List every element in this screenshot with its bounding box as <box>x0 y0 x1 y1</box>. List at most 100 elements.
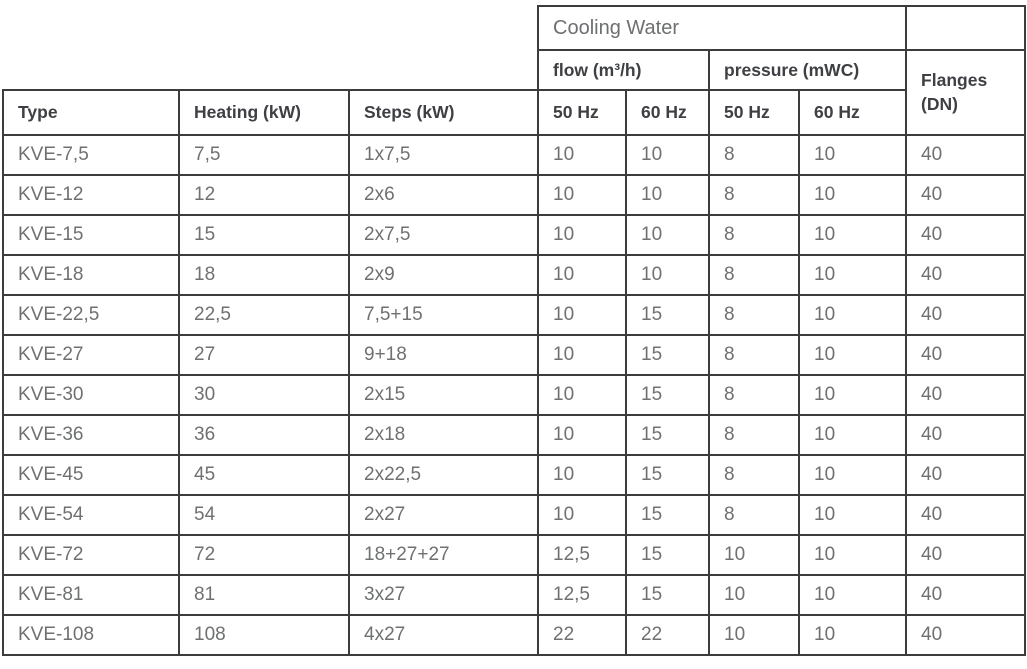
cell-heating_kw: 15 <box>178 214 350 256</box>
cell-flow_60hz: 15 <box>625 294 710 336</box>
cell-pressure_50hz: 8 <box>708 254 800 296</box>
cell-type: KVE-7,5 <box>2 134 180 176</box>
cell-flanges_dn: 40 <box>905 614 1027 656</box>
blank-corner-cell <box>3 6 538 50</box>
table-row: KVE-12 12 2x6 10 10 8 10 40 <box>2 174 1027 216</box>
table-row: KVE-72 72 18+27+27 12,5 15 10 10 40 <box>2 534 1027 576</box>
cell-flow_60hz: 15 <box>625 494 710 536</box>
table-body: KVE-7,5 7,5 1x7,5 10 10 8 10 40 KVE-12 12 2x6 10 10 8… <box>2 134 1027 656</box>
cell-pressure_60hz: 10 <box>797 614 908 656</box>
cell-flow_50hz: 12,5 <box>537 574 627 616</box>
column-header-steps: Steps (kW) <box>348 89 539 136</box>
cell-pressure_60hz: 10 <box>797 494 908 536</box>
table-header: Cooling Water flow (m³/h) pressure (mWC)… <box>2 5 1027 136</box>
table-row: KVE-7,5 7,5 1x7,5 10 10 8 10 40 <box>2 134 1027 176</box>
table-row: KVE-22,5 22,5 7,5+15 10 15 8 10 40 <box>2 294 1027 336</box>
blank-corner-cell <box>3 50 538 90</box>
cell-pressure_50hz: 8 <box>708 134 800 176</box>
cell-flanges_dn: 40 <box>905 294 1027 336</box>
cell-pressure_50hz: 10 <box>708 614 800 656</box>
table-row: KVE-108 108 4x27 22 22 10 10 40 <box>2 614 1027 656</box>
cell-steps_kw: 2x18 <box>348 414 539 456</box>
cell-flow_60hz: 22 <box>625 614 710 656</box>
cell-type: KVE-30 <box>2 374 180 416</box>
table-row: KVE-27 27 9+18 10 15 8 10 40 <box>2 334 1027 376</box>
cell-flow_60hz: 15 <box>625 334 710 376</box>
cell-pressure_60hz: 10 <box>797 294 908 336</box>
cell-flanges_dn: 40 <box>905 574 1027 616</box>
cell-flow_50hz: 10 <box>537 134 627 176</box>
cell-steps_kw: 4x27 <box>348 614 539 656</box>
cell-flow_60hz: 15 <box>625 374 710 416</box>
group-header-row: Cooling Water <box>3 5 1027 51</box>
cell-pressure_50hz: 8 <box>708 494 800 536</box>
column-header-heating: Heating (kW) <box>178 89 350 136</box>
cell-flanges_dn: 40 <box>905 214 1027 256</box>
column-header-row: Type Heating (kW) Steps (kW) 50 Hz 60 Hz… <box>2 89 1025 136</box>
table-row: KVE-54 54 2x27 10 15 8 10 40 <box>2 494 1027 536</box>
flow-group-header: flow (m³/h) <box>537 49 710 91</box>
cell-flanges_dn: 40 <box>905 134 1027 176</box>
column-header-pressure-50hz: 50 Hz <box>708 89 800 136</box>
cell-flow_50hz: 10 <box>537 214 627 256</box>
cell-pressure_60hz: 10 <box>797 414 908 456</box>
cell-pressure_50hz: 10 <box>708 534 800 576</box>
cell-steps_kw: 9+18 <box>348 334 539 376</box>
cell-type: KVE-81 <box>2 574 180 616</box>
cell-flow_60hz: 15 <box>625 414 710 456</box>
cell-steps_kw: 2x15 <box>348 374 539 416</box>
cell-pressure_50hz: 8 <box>708 454 800 496</box>
cell-flow_60hz: 15 <box>625 454 710 496</box>
cell-steps_kw: 2x7,5 <box>348 214 539 256</box>
cell-flow_50hz: 10 <box>537 334 627 376</box>
cell-type: KVE-36 <box>2 414 180 456</box>
cell-pressure_60hz: 10 <box>797 574 908 616</box>
cell-type: KVE-27 <box>2 334 180 376</box>
cell-type: KVE-18 <box>2 254 180 296</box>
cell-flow_60hz: 15 <box>625 574 710 616</box>
cell-steps_kw: 7,5+15 <box>348 294 539 336</box>
table-row: KVE-81 81 3x27 12,5 15 10 10 40 <box>2 574 1027 616</box>
cell-flow_50hz: 10 <box>537 494 627 536</box>
cell-heating_kw: 54 <box>178 494 350 536</box>
cell-type: KVE-54 <box>2 494 180 536</box>
cell-steps_kw: 2x22,5 <box>348 454 539 496</box>
cell-steps_kw: 2x6 <box>348 174 539 216</box>
table-row: KVE-36 36 2x18 10 15 8 10 40 <box>2 414 1027 456</box>
cell-flow_60hz: 10 <box>625 174 710 216</box>
cell-heating_kw: 81 <box>178 574 350 616</box>
cell-pressure_60hz: 10 <box>797 454 908 496</box>
cell-flow_60hz: 10 <box>625 214 710 256</box>
cell-flow_50hz: 10 <box>537 414 627 456</box>
cell-flow_60hz: 10 <box>625 134 710 176</box>
cell-heating_kw: 18 <box>178 254 350 296</box>
cell-type: KVE-45 <box>2 454 180 496</box>
cell-flow_60hz: 10 <box>625 254 710 296</box>
cell-flow_50hz: 12,5 <box>537 534 627 576</box>
cell-pressure_60hz: 10 <box>797 214 908 256</box>
cell-flanges_dn: 40 <box>905 414 1027 456</box>
cell-type: KVE-108 <box>2 614 180 656</box>
cell-flanges_dn: 40 <box>905 494 1027 536</box>
cell-heating_kw: 22,5 <box>178 294 350 336</box>
cell-heating_kw: 108 <box>178 614 350 656</box>
specification-table: Cooling Water flow (m³/h) pressure (mWC)… <box>2 5 1027 656</box>
cell-flow_50hz: 10 <box>537 454 627 496</box>
cell-flow_60hz: 15 <box>625 534 710 576</box>
cell-heating_kw: 45 <box>178 454 350 496</box>
cell-heating_kw: 36 <box>178 414 350 456</box>
cooling-water-group-header: Cooling Water <box>536 5 908 51</box>
cell-pressure_50hz: 8 <box>708 294 800 336</box>
cell-type: KVE-12 <box>2 174 180 216</box>
cell-pressure_60hz: 10 <box>797 254 908 296</box>
cell-flanges_dn: 40 <box>905 334 1027 376</box>
cell-type: KVE-72 <box>2 534 180 576</box>
table-row: KVE-15 15 2x7,5 10 10 8 10 40 <box>2 214 1027 256</box>
pressure-group-header: pressure (mWC) <box>707 49 908 91</box>
cell-pressure_50hz: 8 <box>708 414 800 456</box>
cell-pressure_60hz: 10 <box>797 174 908 216</box>
empty-header-cell <box>905 5 1027 51</box>
cell-pressure_60hz: 10 <box>797 134 908 176</box>
cell-steps_kw: 2x27 <box>348 494 539 536</box>
cell-heating_kw: 72 <box>178 534 350 576</box>
